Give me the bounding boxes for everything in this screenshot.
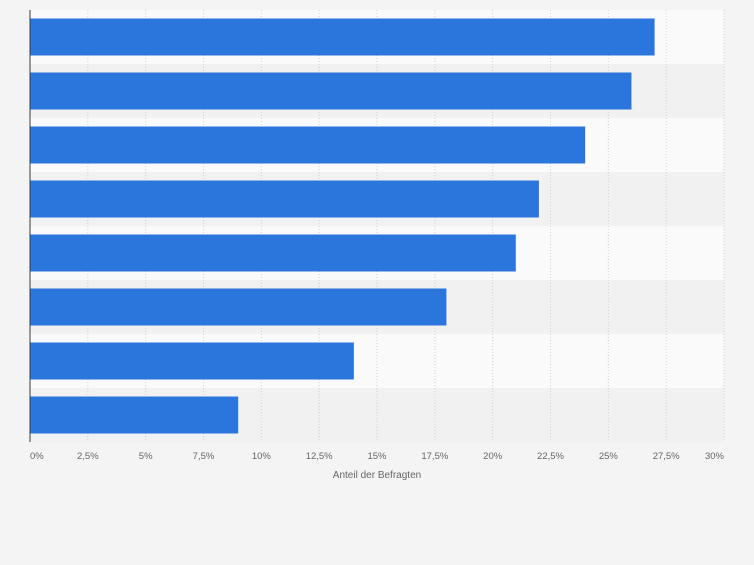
bar xyxy=(30,72,632,110)
x-tick-label: 10% xyxy=(252,451,272,462)
x-tick-label: 12,5% xyxy=(306,451,333,462)
x-tick-label: 5% xyxy=(139,451,153,462)
bar xyxy=(30,342,354,380)
bars xyxy=(30,18,655,434)
bar xyxy=(30,180,539,218)
x-tick-label: 7,5% xyxy=(193,451,215,462)
x-tick-label: 25% xyxy=(599,451,619,462)
x-tick-label: 22,5% xyxy=(537,451,564,462)
x-tick-label: 0% xyxy=(30,451,44,462)
bar xyxy=(30,18,655,56)
x-tick-label: 30% xyxy=(705,451,725,462)
bar xyxy=(30,396,239,434)
bar xyxy=(30,126,586,164)
x-tick-label: 20% xyxy=(483,451,503,462)
x-tick-label: 27,5% xyxy=(653,451,680,462)
x-tick-label: 17,5% xyxy=(421,451,448,462)
x-tick-labels: 0% 2,5% 5% 7,5% 10% 12,5% 15% 17,5% 20% 22,5% 25% 2… xyxy=(30,451,725,462)
bar xyxy=(30,288,447,326)
x-tick-label: 2,5% xyxy=(77,451,99,462)
bar xyxy=(30,234,516,272)
x-axis-label: Anteil der Befragten xyxy=(333,470,421,481)
x-tick-label: 15% xyxy=(367,451,387,462)
